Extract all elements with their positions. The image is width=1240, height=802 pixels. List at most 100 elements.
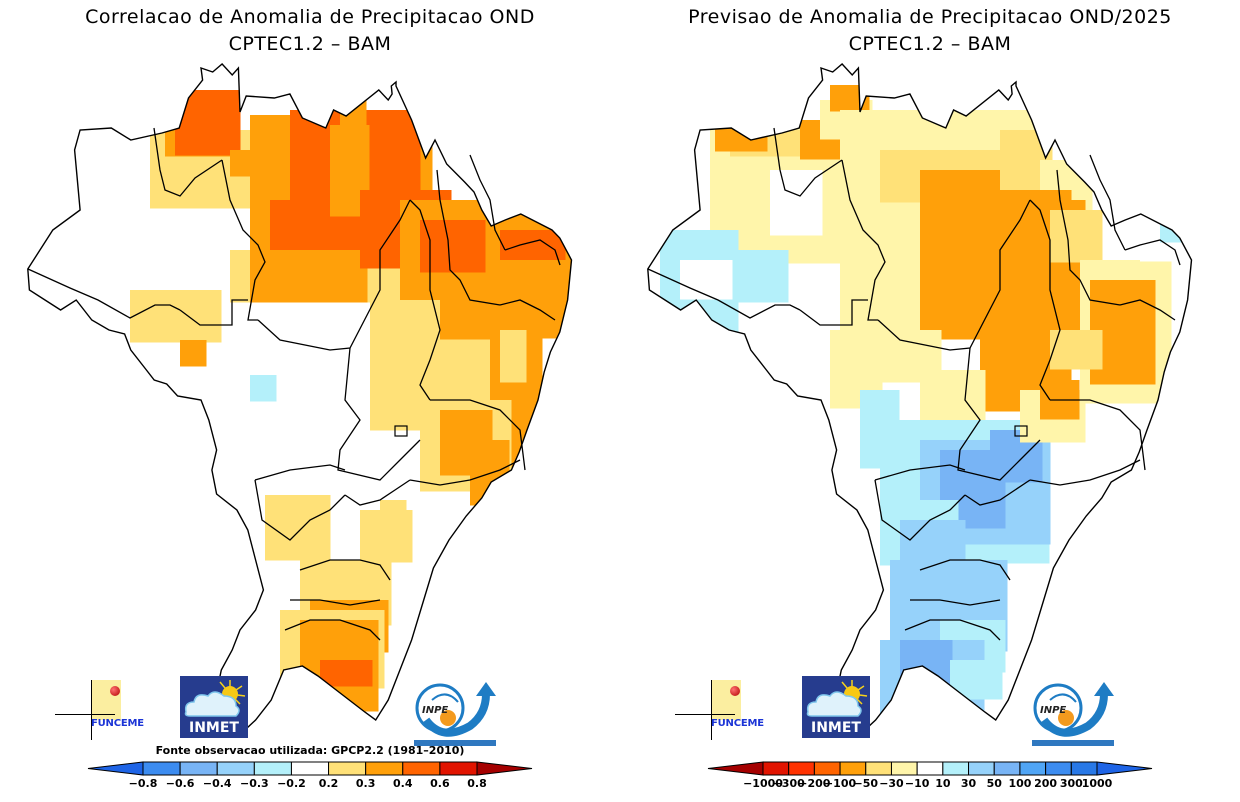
correlation-cell xyxy=(300,586,314,600)
forecast-cell xyxy=(970,136,984,150)
correlation-cell xyxy=(420,452,434,466)
forecast-cell xyxy=(723,211,737,225)
correlation-cell xyxy=(496,492,510,506)
correlation-cell xyxy=(322,226,336,240)
forecast-cell xyxy=(853,318,867,332)
correlation-cell xyxy=(565,273,572,287)
forecast-cell xyxy=(892,266,906,280)
forecast-cell xyxy=(920,466,934,480)
forecast-cell xyxy=(736,198,750,212)
correlation-cell xyxy=(189,156,203,170)
forecast-cell xyxy=(1166,170,1180,184)
correlation-cell xyxy=(150,195,164,209)
forecast-cell xyxy=(840,292,854,306)
forecast-cell xyxy=(1050,210,1064,224)
forecast-cell xyxy=(906,485,920,499)
forecast-cell xyxy=(1033,239,1047,253)
forecast-cell xyxy=(932,705,946,719)
forecast-cell xyxy=(1142,280,1156,294)
forecast-cell xyxy=(926,580,940,594)
forecast-cell xyxy=(886,390,900,404)
forecast-cell xyxy=(1016,469,1030,483)
forecast-cell xyxy=(1166,196,1180,210)
correlation-cell xyxy=(383,352,397,366)
forecast-cell xyxy=(853,201,867,215)
correlation-cell xyxy=(378,586,392,600)
forecast-cell xyxy=(1140,183,1154,197)
colorbar-swatch xyxy=(968,761,995,776)
forecast-cell xyxy=(712,308,726,322)
correlation-cell xyxy=(208,303,222,317)
forecast-cell xyxy=(1129,319,1143,333)
correlation-cell xyxy=(280,649,294,663)
correlation-cell xyxy=(459,220,473,234)
correlation-cell xyxy=(383,313,397,327)
forecast-cell xyxy=(762,250,776,264)
forecast-cell xyxy=(1132,390,1146,404)
correlation-cell xyxy=(500,230,514,244)
correlation-cell xyxy=(230,163,244,177)
state-border xyxy=(1029,459,1141,486)
correlation-cell xyxy=(316,188,330,202)
forecast-cell xyxy=(775,263,789,277)
correlation-cell xyxy=(230,263,244,277)
forecast-cell xyxy=(932,420,946,434)
forecast-cell xyxy=(1039,130,1053,144)
forecast-cell xyxy=(1000,169,1014,183)
forecast-cell xyxy=(860,429,874,443)
correlation-cell xyxy=(195,303,209,317)
forecast-cell xyxy=(919,420,933,434)
correlation-cell xyxy=(343,190,357,204)
correlation-cell xyxy=(461,365,475,379)
correlation-cell xyxy=(498,426,512,440)
forecast-cell xyxy=(880,526,894,540)
forecast-cell xyxy=(1079,186,1093,200)
correlation-cell xyxy=(409,300,423,314)
inmet-sun-cloud-icon xyxy=(806,680,868,717)
correlation-cell xyxy=(370,339,384,353)
forecast-cell xyxy=(919,679,933,693)
forecast-cell xyxy=(879,227,893,241)
colorbar-swatch xyxy=(865,761,892,776)
correlation-cell xyxy=(516,456,530,470)
correlation-cell xyxy=(214,90,228,104)
forecast-cell xyxy=(915,330,929,344)
correlation-cell xyxy=(227,129,241,143)
correlation-cell xyxy=(513,343,527,357)
forecast-cell xyxy=(966,220,980,234)
correlation-cell xyxy=(446,233,460,247)
forecast-cell xyxy=(1020,403,1034,417)
forecast-cell xyxy=(866,253,880,267)
forecast-cell xyxy=(892,292,906,306)
forecast-cell xyxy=(939,653,953,667)
correlation-cell xyxy=(529,469,543,483)
correlation-cell xyxy=(381,110,395,124)
correlation-cell xyxy=(278,547,292,561)
forecast-cell xyxy=(1053,160,1067,174)
forecast-cell xyxy=(1013,130,1027,144)
forecast-cell xyxy=(880,433,894,447)
correlation-cell xyxy=(552,299,566,313)
correlation-cell xyxy=(539,286,553,300)
correlation-cell xyxy=(143,329,157,343)
correlation-cell xyxy=(280,636,294,650)
forecast-cell xyxy=(890,560,904,574)
correlation-cell xyxy=(326,586,340,600)
forecast-cell xyxy=(1179,209,1192,223)
forecast-cell xyxy=(1090,306,1104,320)
correlation-cell xyxy=(278,495,292,509)
forecast-cell xyxy=(1179,183,1192,197)
correlation-cell xyxy=(503,313,517,327)
forecast-cell xyxy=(736,237,750,251)
forecast-cell xyxy=(893,472,907,486)
forecast-cell xyxy=(866,227,880,241)
forecast-cell xyxy=(749,237,763,251)
funceme-logo-text: FUNCEME xyxy=(91,718,144,729)
forecast-cell xyxy=(1076,249,1090,263)
forecast-cell xyxy=(965,580,979,594)
forecast-cell xyxy=(866,214,880,228)
correlation-cell xyxy=(409,326,423,340)
correlation-cell xyxy=(356,151,370,165)
correlation-cell xyxy=(407,175,421,189)
forecast-cell xyxy=(1090,293,1104,307)
